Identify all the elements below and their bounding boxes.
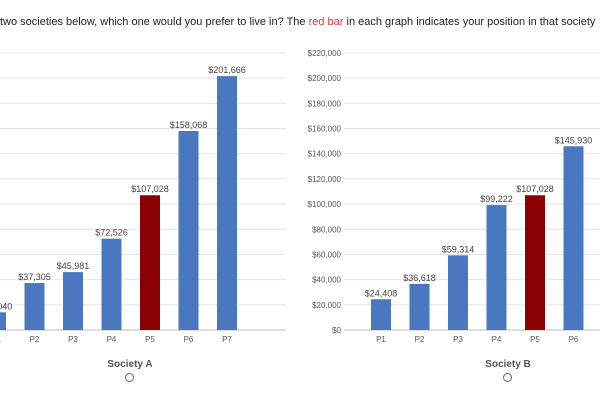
society-a-bar-p2 (24, 283, 45, 330)
society-b-radio[interactable] (503, 373, 512, 382)
society-a-value-label: $37,305 (18, 272, 51, 282)
society-a-bar-p6 (178, 130, 199, 330)
society-b-y-tick-label: $200,000 (308, 74, 342, 83)
society-a-x-tick-label: P7 (222, 335, 232, 344)
society-b-value-label: $24,408 (365, 288, 398, 298)
society-b-bar-p3 (448, 255, 468, 330)
society-a-label: Society A (107, 359, 153, 370)
society-b-value-label: $107,028 (516, 184, 554, 194)
society-b-bar-p1 (371, 299, 391, 330)
society-b-y-tick-label: $160,000 (308, 125, 342, 134)
society-a-bar-p1 (0, 312, 6, 330)
society-b-value-label: $36,618 (403, 273, 436, 283)
society-a-value-label: $158,068 (170, 120, 208, 130)
society-a-bar-p5 (140, 195, 160, 330)
society-a-x-tick-label: P4 (107, 335, 117, 344)
society-a-x-tick-label: P3 (68, 335, 78, 344)
society-b-y-tick-label: $40,000 (312, 276, 341, 285)
society-a-x-tick-label: P1 (0, 335, 1, 344)
society-b-y-tick-label: $220,000 (308, 49, 342, 58)
society-b-label: Society B (485, 359, 531, 370)
society-b-y-tick-label: $180,000 (308, 99, 342, 108)
question-text-before: two societies below, which one would you… (0, 16, 309, 28)
society-a-bar-p4 (101, 238, 122, 330)
society-b-bar-p4 (486, 205, 507, 330)
society-a-value-label: $45,981 (57, 261, 90, 271)
society-b-x-tick-label: P5 (530, 335, 540, 344)
society-b-bar-p5 (525, 195, 545, 330)
society-b-value-label: $59,314 (442, 244, 475, 254)
society-a-value-label: $107,028 (131, 184, 169, 194)
society-b-bar-p2 (409, 283, 430, 330)
society-b-y-tick-label: $60,000 (312, 250, 341, 259)
society-b-x-tick-label: P2 (415, 335, 425, 344)
society-b-y-tick-label: $20,000 (312, 301, 341, 310)
society-a-radio[interactable] (125, 373, 134, 382)
society-b-y-tick-label: $0 (332, 326, 341, 335)
society-b-y-tick-label: $120,000 (308, 175, 342, 184)
society-a-value-label: $201,666 (208, 65, 246, 75)
society-b-x-tick-label: P6 (569, 335, 579, 344)
society-b-y-tick-label: $80,000 (312, 225, 341, 234)
society-a-value-label: $72,526 (95, 228, 128, 238)
society-b-x-tick-label: P1 (376, 335, 386, 344)
society-b-value-label: $145,930 (555, 135, 593, 145)
question-text-after: in each graph indicates your position in… (343, 16, 596, 28)
society-b-value-label: $99,222 (480, 194, 513, 204)
society-b-y-tick-label: $100,000 (308, 200, 342, 209)
society-a-chart: $14,040 P1 $37,305 P2 $45,981 P3 $72,526 P4 $107… (0, 52, 286, 344)
society-a-x-tick-label: P2 (30, 335, 40, 344)
question-text: two societies below, which one would you… (0, 15, 600, 29)
society-b-chart: $0 $20,000 $40,000 $60,000 $80,000 $100,000 $1… (308, 49, 600, 344)
society-a-bar-p3 (63, 272, 83, 330)
society-a-bar-p7 (217, 76, 237, 331)
society-a-x-tick-label: P6 (184, 335, 194, 344)
red-bar-label: red bar (308, 16, 344, 28)
society-a-x-tick-label: P5 (145, 335, 155, 344)
society-b-bar-p6 (563, 146, 584, 330)
society-b-x-tick-label: P4 (492, 335, 502, 344)
society-a-value-label: $14,040 (0, 301, 12, 311)
society-b-x-tick-label: P3 (453, 335, 463, 344)
society-b-y-tick-label: $140,000 (308, 150, 342, 159)
